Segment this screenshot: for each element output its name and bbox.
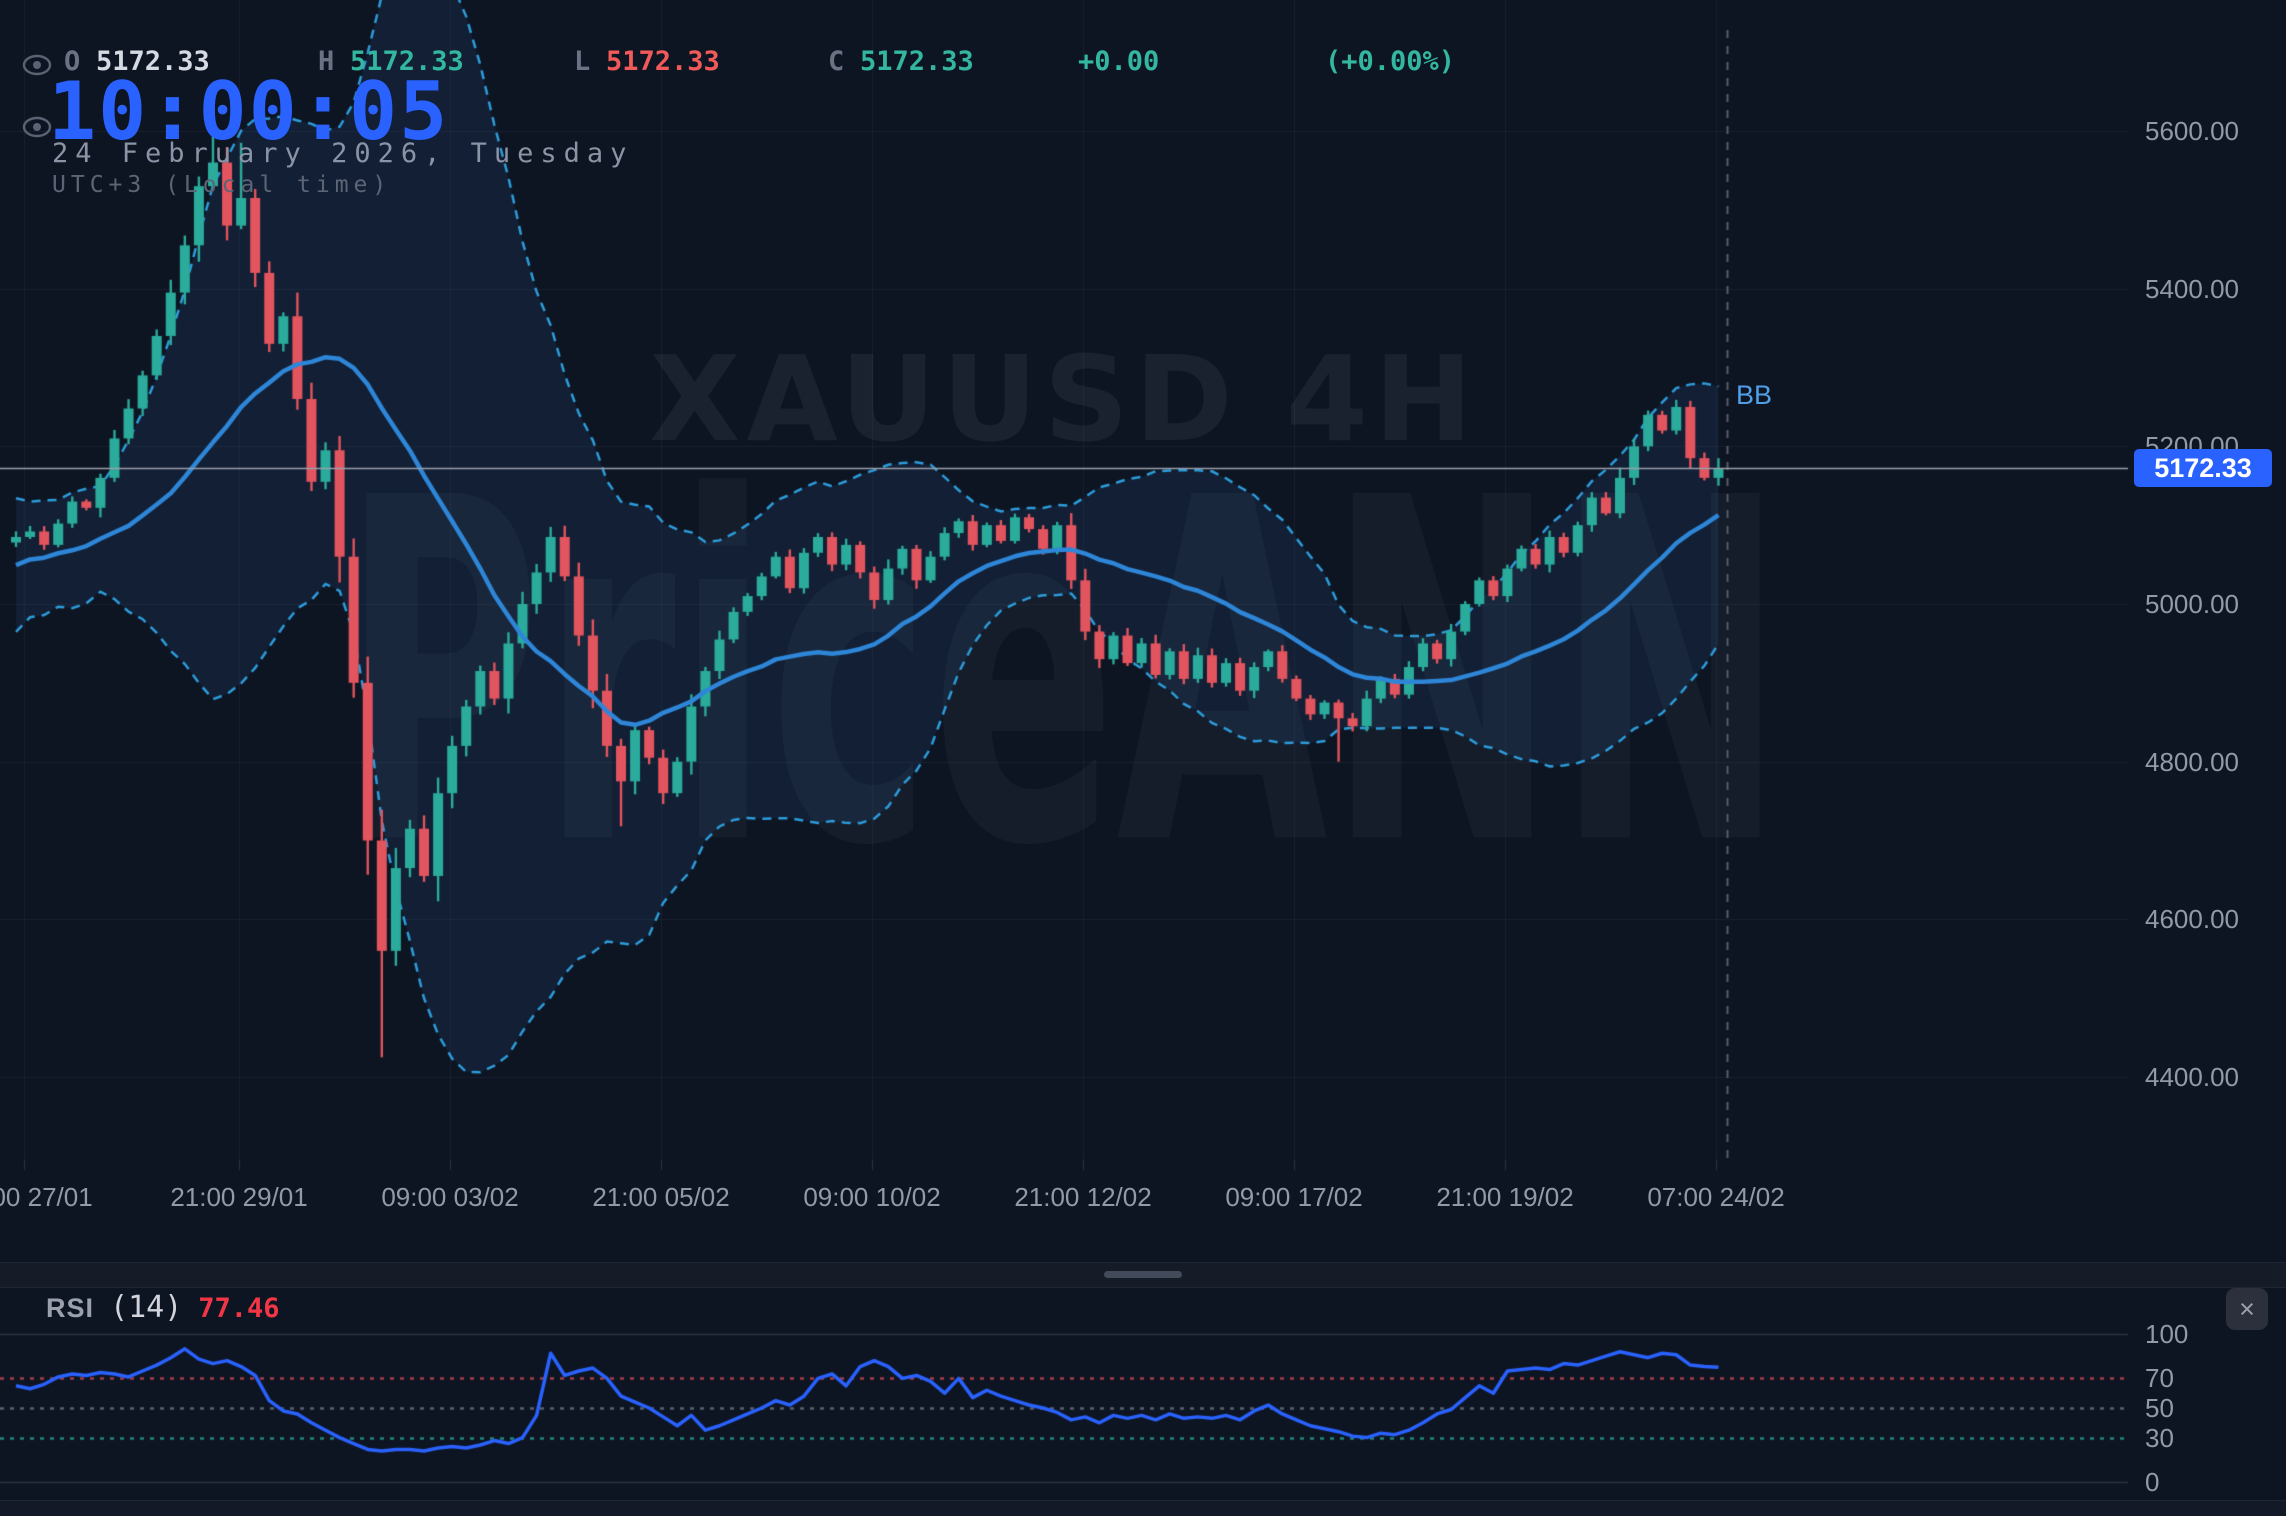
- change-value: +0.00: [1078, 46, 1160, 77]
- chart-date: 24 February 2026, Tuesday: [52, 138, 634, 169]
- rsi-tick-label: 70: [2145, 1363, 2174, 1394]
- time-tick-label: 09:00 17/02: [1225, 1182, 1363, 1212]
- rsi-header: RSI (14) 77.46: [46, 1290, 280, 1325]
- rsi-close-button[interactable]: ×: [2226, 1288, 2268, 1330]
- last-price-label[interactable]: 5172.33: [2134, 449, 2272, 488]
- pane-divider[interactable]: [0, 1262, 2286, 1288]
- rsi-tick-label: 50: [2145, 1393, 2174, 1423]
- time-tick-label: 09:00 03/02: [381, 1182, 519, 1212]
- eye-icon[interactable]: [22, 54, 52, 76]
- eye-icon[interactable]: [22, 116, 52, 138]
- close-value: 5172.33: [860, 46, 974, 77]
- open-label: O: [64, 46, 81, 77]
- low-value: 5172.33: [606, 46, 720, 77]
- rsi-chart-canvas[interactable]: [0, 1284, 2286, 1500]
- time-tick-label: 07:00 24/02: [1647, 1182, 1785, 1212]
- bb-band-label: BB: [1736, 380, 1773, 410]
- price-chart-canvas[interactable]: [0, 0, 2286, 1262]
- time-tick-label: 09:00 10/02: [803, 1182, 941, 1212]
- last-price-value: 5172.33: [2154, 452, 2252, 483]
- chart-timezone: UTC+3 (Local time): [52, 172, 392, 198]
- countdown-clock: 10:00:05: [48, 65, 450, 158]
- open-value: 5172.33: [96, 46, 210, 77]
- time-tick-label: 21:00 12/02: [1014, 1182, 1152, 1212]
- rsi-tick-label: 0: [2145, 1467, 2160, 1497]
- change-percent: (+0.00%): [1325, 46, 1456, 77]
- price-tick-label: 5000.00: [2145, 588, 2239, 619]
- time-tick-label: 21:00 29/01: [170, 1182, 308, 1212]
- bottom-toolbar: [0, 1500, 2286, 1516]
- price-tick-label: 4400.00: [2145, 1061, 2239, 1092]
- low-label: L: [574, 46, 591, 77]
- price-tick-label: 5600.00: [2145, 116, 2239, 146]
- price-tick-label: 5400.00: [2145, 273, 2239, 304]
- time-tick-label: 09:00 27/01: [0, 1182, 93, 1212]
- close-label: C: [828, 46, 845, 77]
- high-label: H: [318, 46, 335, 77]
- high-value: 5172.33: [350, 46, 464, 77]
- rsi-indicator-period: (14): [110, 1290, 183, 1325]
- rsi-tick-label: 30: [2145, 1422, 2174, 1453]
- close-icon: ×: [2239, 1293, 2255, 1324]
- time-tick-label: 21:00 05/02: [592, 1182, 730, 1212]
- rsi-tick-label: 100: [2145, 1319, 2189, 1349]
- price-tick-label: 4800.00: [2145, 746, 2239, 777]
- price-tick-label: 4600.00: [2145, 904, 2239, 935]
- rsi-indicator-name: RSI: [46, 1293, 95, 1323]
- rsi-indicator-value: 77.46: [198, 1293, 280, 1324]
- pane-resize-handle[interactable]: [1104, 1271, 1182, 1278]
- time-tick-label: 21:00 19/02: [1436, 1182, 1574, 1212]
